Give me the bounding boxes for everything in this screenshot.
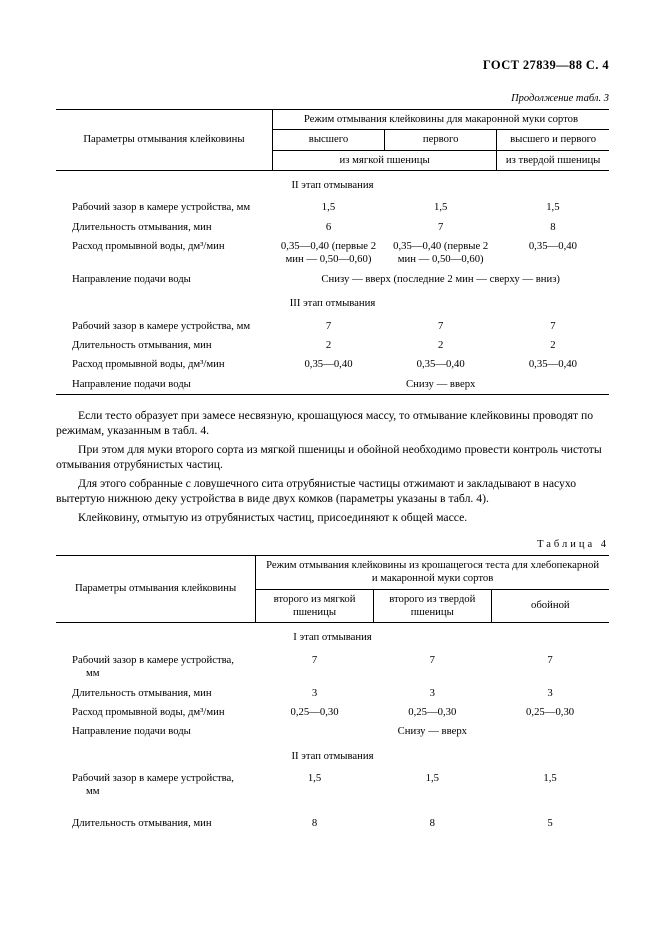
param-label: Длительность отмывания, мин: [72, 339, 266, 352]
cell: 7: [272, 317, 384, 336]
table4-head-params: Параметры отмывания клейковины: [56, 555, 256, 623]
cell: 1,5: [256, 769, 374, 802]
cell: 5: [491, 814, 609, 833]
table-row: Рабочий зазор в камере устройства, мм 1,…: [56, 198, 609, 217]
table3-head-c1: высшего: [272, 130, 384, 150]
param-label: Расход промывной воды, дм³/мин: [72, 240, 266, 253]
table4-stage2-title: II этап отмывания: [56, 742, 609, 769]
table4-head-regime: Режим отмывания клейковины из крошащегос…: [256, 555, 609, 589]
cell: 0,35—0,40: [497, 237, 609, 270]
cell: 1,5: [491, 769, 609, 802]
cell: 3: [491, 684, 609, 703]
table-row: Расход промывной воды, дм³/мин 0,25—0,30…: [56, 703, 609, 722]
paragraph: Клейковину, отмытую из отрубянистых част…: [56, 511, 609, 526]
cell: 1,5: [385, 198, 497, 217]
cell: 7: [373, 651, 491, 684]
param-label: Направление подачи воды: [72, 378, 266, 391]
cell: 0,25—0,30: [373, 703, 491, 722]
table4-head-c1: второго из мягкой пшеницы: [256, 589, 374, 623]
cell: 0,35—0,40 (первые 2 мин — 0,50—0,60): [385, 237, 497, 270]
cell: 0,35—0,40 (первые 2 мин — 0,50—0,60): [272, 237, 384, 270]
param-label: Длительность отмывания, мин: [72, 687, 250, 700]
cell: 0,35—0,40: [385, 355, 497, 374]
paragraph: Для этого собранные с ловушечного сита о…: [56, 477, 609, 507]
table-row: Длительность отмывания, мин 8 8 5: [56, 814, 609, 833]
table3-head-params: Параметры отмывания клейковины: [56, 109, 272, 170]
table3-head-hard: из твердой пшеницы: [497, 150, 609, 170]
table3-stage2-title: II этап отмывания: [56, 170, 609, 198]
table-row: Длительность отмывания, мин 2 2 2: [56, 336, 609, 355]
cell: 1,5: [373, 769, 491, 802]
table3-head-regime: Режим отмывания клейковины для макаронно…: [272, 109, 609, 129]
table4-label: Таблица 4: [56, 538, 609, 551]
cell: Снизу — вверх: [272, 375, 609, 395]
param-label: Направление подачи воды: [72, 725, 250, 738]
table-row: Направление подачи воды Снизу — вверх: [56, 722, 609, 741]
cell: 6: [272, 218, 384, 237]
cell: 0,25—0,30: [491, 703, 609, 722]
cell: 3: [373, 684, 491, 703]
cell: 0,35—0,40: [272, 355, 384, 374]
cell: 2: [497, 336, 609, 355]
param-label: Направление подачи воды: [72, 273, 266, 286]
table3-continuation-label: Продолжение табл. 3: [56, 92, 609, 105]
table3-head-c3: высшего и первого: [497, 130, 609, 150]
table4-head-c3: обойной: [491, 589, 609, 623]
cell: 7: [385, 317, 497, 336]
table-row: Рабочий зазор в камере устройства, мм 7 …: [56, 651, 609, 684]
param-label: Рабочий зазор в камере устройства, мм: [72, 772, 250, 799]
cell: 8: [497, 218, 609, 237]
table-row: Расход промывной воды, дм³/мин 0,35—0,40…: [56, 237, 609, 270]
cell: Снизу — вверх: [256, 722, 609, 741]
param-label: Расход промывной воды, дм³/мин: [72, 358, 266, 371]
cell: 0,25—0,30: [256, 703, 374, 722]
cell: 8: [373, 814, 491, 833]
table4-stage1-title: I этап отмывания: [56, 623, 609, 651]
param-label: Длительность отмывания, мин: [72, 221, 266, 234]
table4-head-c2: второго из твердой пшеницы: [373, 589, 491, 623]
paragraph: При этом для муки второго сорта из мягко…: [56, 443, 609, 473]
table-row: Рабочий зазор в камере устройства, мм 1,…: [56, 769, 609, 802]
table-row: Расход промывной воды, дм³/мин 0,35—0,40…: [56, 355, 609, 374]
table3-stage3-title: III этап отмывания: [56, 289, 609, 316]
table3-head-c2: первого: [385, 130, 497, 150]
cell: 0,35—0,40: [497, 355, 609, 374]
cell: 7: [497, 317, 609, 336]
cell: 2: [385, 336, 497, 355]
table-row: Длительность отмывания, мин 6 7 8: [56, 218, 609, 237]
param-label: Длительность отмывания, мин: [72, 817, 250, 830]
cell: 2: [272, 336, 384, 355]
cell: 1,5: [497, 198, 609, 217]
param-label: Рабочий зазор в камере устройства, мм: [72, 201, 266, 214]
paragraph: Если тесто образует при замесе несвязную…: [56, 409, 609, 439]
table3: Параметры отмывания клейковины Режим отм…: [56, 109, 609, 395]
param-label: Рабочий зазор в камере устройства, мм: [72, 654, 250, 681]
cell: 1,5: [272, 198, 384, 217]
table-row: Направление подачи воды Снизу — вверх: [56, 375, 609, 395]
cell: 7: [491, 651, 609, 684]
page: ГОСТ 27839—88 С. 4 Продолжение табл. 3 П…: [0, 0, 661, 936]
table-row: Рабочий зазор в камере устройства, мм 7 …: [56, 317, 609, 336]
cell: Снизу — вверх (последние 2 мин — сверху …: [272, 270, 609, 289]
cell: 8: [256, 814, 374, 833]
param-label: Рабочий зазор в камере устройства, мм: [72, 320, 266, 333]
table-row: Длительность отмывания, мин 3 3 3: [56, 684, 609, 703]
table-row: Направление подачи воды Снизу — вверх (п…: [56, 270, 609, 289]
document-header: ГОСТ 27839—88 С. 4: [56, 58, 609, 74]
cell: 7: [385, 218, 497, 237]
table4: Параметры отмывания клейковины Режим отм…: [56, 555, 609, 833]
table3-head-soft: из мягкой пшеницы: [272, 150, 496, 170]
cell: 7: [256, 651, 374, 684]
param-label: Расход промывной воды, дм³/мин: [72, 706, 250, 719]
cell: 3: [256, 684, 374, 703]
